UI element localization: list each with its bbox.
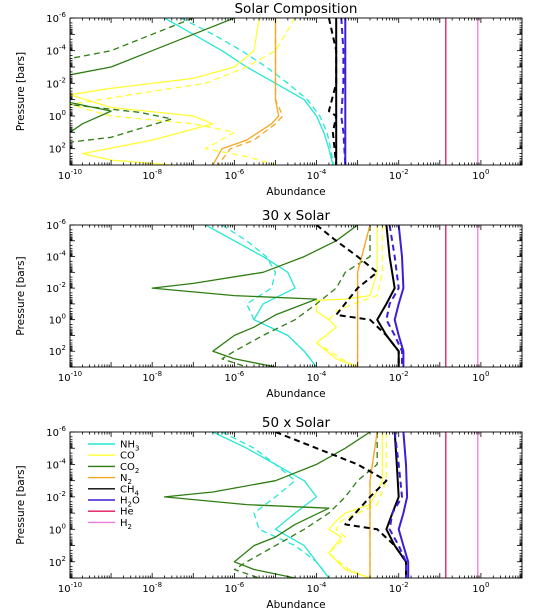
series-n2-dashed bbox=[217, 18, 284, 165]
y-tick-label: 100 bbox=[49, 522, 66, 536]
legend-label: CO bbox=[120, 451, 135, 462]
y-axis-label: Pressure [bars] bbox=[15, 256, 27, 335]
x-tick-label: 10-10 bbox=[58, 581, 82, 595]
series-co-solid bbox=[328, 432, 384, 578]
series-co-dashed bbox=[328, 432, 388, 578]
series-h2o-dashed bbox=[340, 18, 347, 165]
series-nh3-solid bbox=[212, 432, 330, 578]
panel-2: 10-10 10-8 10-6 10-4 10-2 100 10-6 10-4 10-2 100 1… bbox=[15, 208, 523, 400]
series-h2o-solid bbox=[397, 432, 410, 578]
series-nh3-solid bbox=[164, 18, 334, 165]
series-ch4-solid bbox=[376, 225, 400, 367]
x-axis-label: Abundance bbox=[266, 388, 325, 400]
y-tick-label: 100 bbox=[49, 313, 66, 327]
series-group bbox=[70, 18, 479, 165]
x-tick-label: 10-2 bbox=[389, 581, 409, 595]
y-tick-label: 102 bbox=[49, 344, 66, 358]
series-h2o-dashed bbox=[388, 432, 407, 578]
x-tick-label: 10-6 bbox=[225, 370, 245, 384]
x-tick-label: 10-8 bbox=[142, 370, 162, 384]
x-tick-label: 10-2 bbox=[389, 370, 409, 384]
x-tick-label: 100 bbox=[472, 581, 489, 595]
series-nh3-solid bbox=[205, 225, 318, 367]
y-tick-label: 10-6 bbox=[46, 218, 66, 232]
y-tick-label: 10-6 bbox=[46, 425, 66, 439]
series-nh3-dashed bbox=[221, 225, 318, 367]
panel-1: 10-10 10-8 10-6 10-4 10-2 100 10-6 10-4 10-2 100 1… bbox=[15, 1, 523, 198]
series-co2-solid bbox=[70, 18, 235, 133]
series-h2o-solid bbox=[393, 225, 405, 367]
x-tick-label: 10-8 bbox=[142, 581, 162, 595]
legend-label: CO2 bbox=[120, 462, 139, 475]
series-group bbox=[163, 432, 479, 578]
plot-frame bbox=[69, 224, 523, 368]
series-co-solid bbox=[70, 18, 260, 165]
x-tick-label: 10-8 bbox=[142, 168, 162, 182]
y-tick-label: 10-4 bbox=[46, 44, 66, 58]
x-tick-label: 100 bbox=[472, 168, 489, 182]
chart-title: Solar Composition bbox=[234, 1, 357, 17]
legend-label: CH4 bbox=[120, 484, 140, 497]
legend-label: N2 bbox=[120, 473, 132, 486]
y-tick-label: 10-2 bbox=[46, 490, 66, 504]
y-axis-label: Pressure [bars] bbox=[15, 465, 27, 544]
y-tick-label: 10-4 bbox=[46, 457, 66, 471]
series-ch4-dashed bbox=[327, 18, 338, 165]
x-axis-label: Abundance bbox=[266, 186, 325, 198]
chart-title: 30 x Solar bbox=[262, 208, 331, 224]
legend-label: H2 bbox=[120, 518, 132, 531]
y-tick-label: 10-2 bbox=[46, 76, 66, 90]
y-tick-label: 100 bbox=[49, 109, 66, 123]
series-co2-dashed bbox=[233, 432, 378, 578]
x-tick-label: 10-4 bbox=[307, 168, 327, 182]
x-axis-label: Abundance bbox=[266, 599, 325, 611]
x-tick-label: 100 bbox=[472, 370, 489, 384]
legend-label: H2O bbox=[120, 496, 140, 509]
series-group bbox=[151, 225, 479, 367]
x-tick-label: 10-4 bbox=[307, 370, 327, 384]
series-co-solid bbox=[315, 225, 378, 367]
legend-label: He bbox=[120, 507, 134, 518]
series-co-dashed bbox=[70, 18, 296, 165]
y-tick-label: 102 bbox=[49, 555, 66, 569]
series-h2o-dashed bbox=[385, 225, 403, 367]
x-tick-label: 10-6 bbox=[225, 581, 245, 595]
y-tick-label: 10-6 bbox=[46, 11, 66, 25]
x-tick-label: 10-10 bbox=[58, 168, 82, 182]
y-tick-label: 10-2 bbox=[46, 281, 66, 295]
series-nh3-dashed bbox=[180, 18, 335, 165]
chart-title: 50 x Solar bbox=[262, 415, 331, 431]
series-ch4-dashed bbox=[275, 432, 407, 578]
series-co-dashed bbox=[315, 225, 384, 367]
series-co2-dashed bbox=[70, 18, 194, 143]
series-nh3-dashed bbox=[221, 432, 330, 578]
series-co2-solid bbox=[163, 432, 371, 578]
panel-3: 10-10 10-8 10-6 10-4 10-2 100 10-6 10-4 10-2 100 1… bbox=[15, 415, 523, 611]
legend-label: NH3 bbox=[120, 440, 139, 453]
x-tick-label: 10-2 bbox=[389, 168, 409, 182]
x-tick-label: 10-4 bbox=[307, 581, 327, 595]
x-tick-label: 10-6 bbox=[225, 168, 245, 182]
y-axis-label: Pressure [bars] bbox=[15, 52, 27, 131]
y-tick-label: 10-4 bbox=[46, 250, 66, 264]
series-ch4-dashed bbox=[315, 225, 400, 367]
x-tick-label: 10-10 bbox=[58, 370, 82, 384]
series-co2-solid bbox=[151, 225, 358, 367]
y-tick-label: 102 bbox=[49, 142, 66, 156]
